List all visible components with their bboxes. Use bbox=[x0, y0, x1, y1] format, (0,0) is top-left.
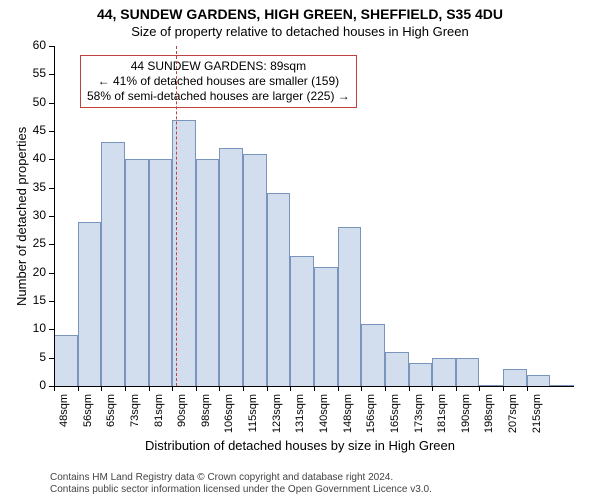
footer-line2: Contains public sector information licen… bbox=[50, 484, 432, 496]
histogram-bar bbox=[101, 142, 125, 386]
histogram-bar bbox=[503, 369, 527, 386]
y-tick-label: 30 bbox=[22, 208, 46, 222]
y-tick-label: 55 bbox=[22, 66, 46, 80]
x-tick-label: 90sqm bbox=[176, 394, 188, 444]
y-tick-label: 35 bbox=[22, 180, 46, 194]
histogram-bar bbox=[409, 363, 433, 386]
y-tick-label: 45 bbox=[22, 123, 46, 137]
y-tick-label: 25 bbox=[22, 236, 46, 250]
x-tick-label: 115sqm bbox=[247, 394, 259, 444]
x-tick-label: 48sqm bbox=[58, 394, 70, 444]
annotation-line2: ← 41% of detached houses are smaller (15… bbox=[87, 74, 350, 89]
histogram-bar bbox=[361, 324, 385, 386]
histogram-bar bbox=[78, 222, 102, 386]
y-tick-label: 20 bbox=[22, 265, 46, 279]
histogram-bar bbox=[267, 193, 291, 386]
x-tick-label: 173sqm bbox=[413, 394, 425, 444]
x-tick-label: 81sqm bbox=[153, 394, 165, 444]
histogram-bar bbox=[432, 358, 456, 386]
annotation-line3: 58% of semi-detached houses are larger (… bbox=[87, 89, 350, 104]
annotation-line1: 44 SUNDEW GARDENS: 89sqm bbox=[87, 59, 350, 74]
x-tick-label: 140sqm bbox=[318, 394, 330, 444]
x-tick-label: 56sqm bbox=[82, 394, 94, 444]
histogram-bar bbox=[196, 159, 220, 386]
x-tick-label: 65sqm bbox=[105, 394, 117, 444]
x-tick-label: 106sqm bbox=[223, 394, 235, 444]
histogram-bar bbox=[243, 154, 267, 386]
x-tick-label: 207sqm bbox=[507, 394, 519, 444]
x-tick-label: 190sqm bbox=[460, 394, 472, 444]
y-tick-label: 5 bbox=[22, 350, 46, 364]
histogram-bar bbox=[527, 375, 551, 386]
x-tick-label: 131sqm bbox=[294, 394, 306, 444]
x-tick-label: 165sqm bbox=[389, 394, 401, 444]
y-tick-label: 15 bbox=[22, 293, 46, 307]
x-tick-label: 181sqm bbox=[436, 394, 448, 444]
histogram-bar bbox=[290, 256, 314, 386]
chart-container: 44, SUNDEW GARDENS, HIGH GREEN, SHEFFIEL… bbox=[0, 0, 600, 500]
y-tick-label: 40 bbox=[22, 151, 46, 165]
histogram-bar bbox=[219, 148, 243, 386]
histogram-bar bbox=[125, 159, 149, 386]
histogram-bar bbox=[456, 358, 480, 386]
histogram-bar bbox=[149, 159, 173, 386]
footer-line1: Contains HM Land Registry data © Crown c… bbox=[50, 472, 432, 484]
title-line1: 44, SUNDEW GARDENS, HIGH GREEN, SHEFFIEL… bbox=[0, 6, 600, 22]
title-line2: Size of property relative to detached ho… bbox=[0, 24, 600, 39]
x-tick-label: 123sqm bbox=[271, 394, 283, 444]
histogram-bar bbox=[338, 227, 362, 386]
x-tick-label: 148sqm bbox=[342, 394, 354, 444]
x-tick-label: 156sqm bbox=[365, 394, 377, 444]
annotation-box: 44 SUNDEW GARDENS: 89sqm ← 41% of detach… bbox=[80, 55, 357, 108]
y-tick-label: 0 bbox=[22, 378, 46, 392]
y-tick-label: 50 bbox=[22, 95, 46, 109]
x-tick-label: 215sqm bbox=[531, 394, 543, 444]
x-tick-label: 98sqm bbox=[200, 394, 212, 444]
footer-text: Contains HM Land Registry data © Crown c… bbox=[50, 472, 432, 496]
y-tick-label: 60 bbox=[22, 38, 46, 52]
reference-marker bbox=[176, 46, 177, 386]
x-tick-label: 198sqm bbox=[483, 394, 495, 444]
y-axis bbox=[54, 46, 55, 386]
y-tick-label: 10 bbox=[22, 321, 46, 335]
x-tick-label: 73sqm bbox=[129, 394, 141, 444]
histogram-bar bbox=[385, 352, 409, 386]
histogram-bar bbox=[314, 267, 338, 386]
histogram-bar bbox=[54, 335, 78, 386]
x-axis bbox=[54, 386, 574, 387]
